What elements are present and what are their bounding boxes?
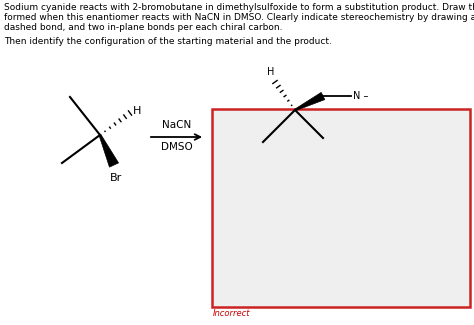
Text: Incorrect: Incorrect: [213, 309, 250, 318]
Text: NaCN: NaCN: [162, 120, 191, 130]
Bar: [212, 109, 470, 307]
Text: N –: N –: [353, 91, 368, 101]
Text: H: H: [133, 106, 141, 116]
Text: Then identify the configuration of the starting material and the product.: Then identify the configuration of the s…: [4, 37, 332, 46]
Text: Sodium cyanide reacts with 2-bromobutane in dimethylsulfoxide to form a substitu: Sodium cyanide reacts with 2-bromobutane…: [4, 3, 474, 12]
Polygon shape: [295, 92, 325, 111]
Polygon shape: [99, 135, 118, 167]
Text: DMSO: DMSO: [161, 142, 192, 152]
Text: H: H: [267, 67, 275, 77]
Text: dashed bond, and two in-plane bonds per each chiral carbon.: dashed bond, and two in-plane bonds per …: [4, 23, 283, 32]
Text: formed when this enantiomer reacts with NaCN in DMSO. Clearly indicate stereoche: formed when this enantiomer reacts with …: [4, 13, 474, 22]
Text: Br: Br: [110, 173, 122, 183]
